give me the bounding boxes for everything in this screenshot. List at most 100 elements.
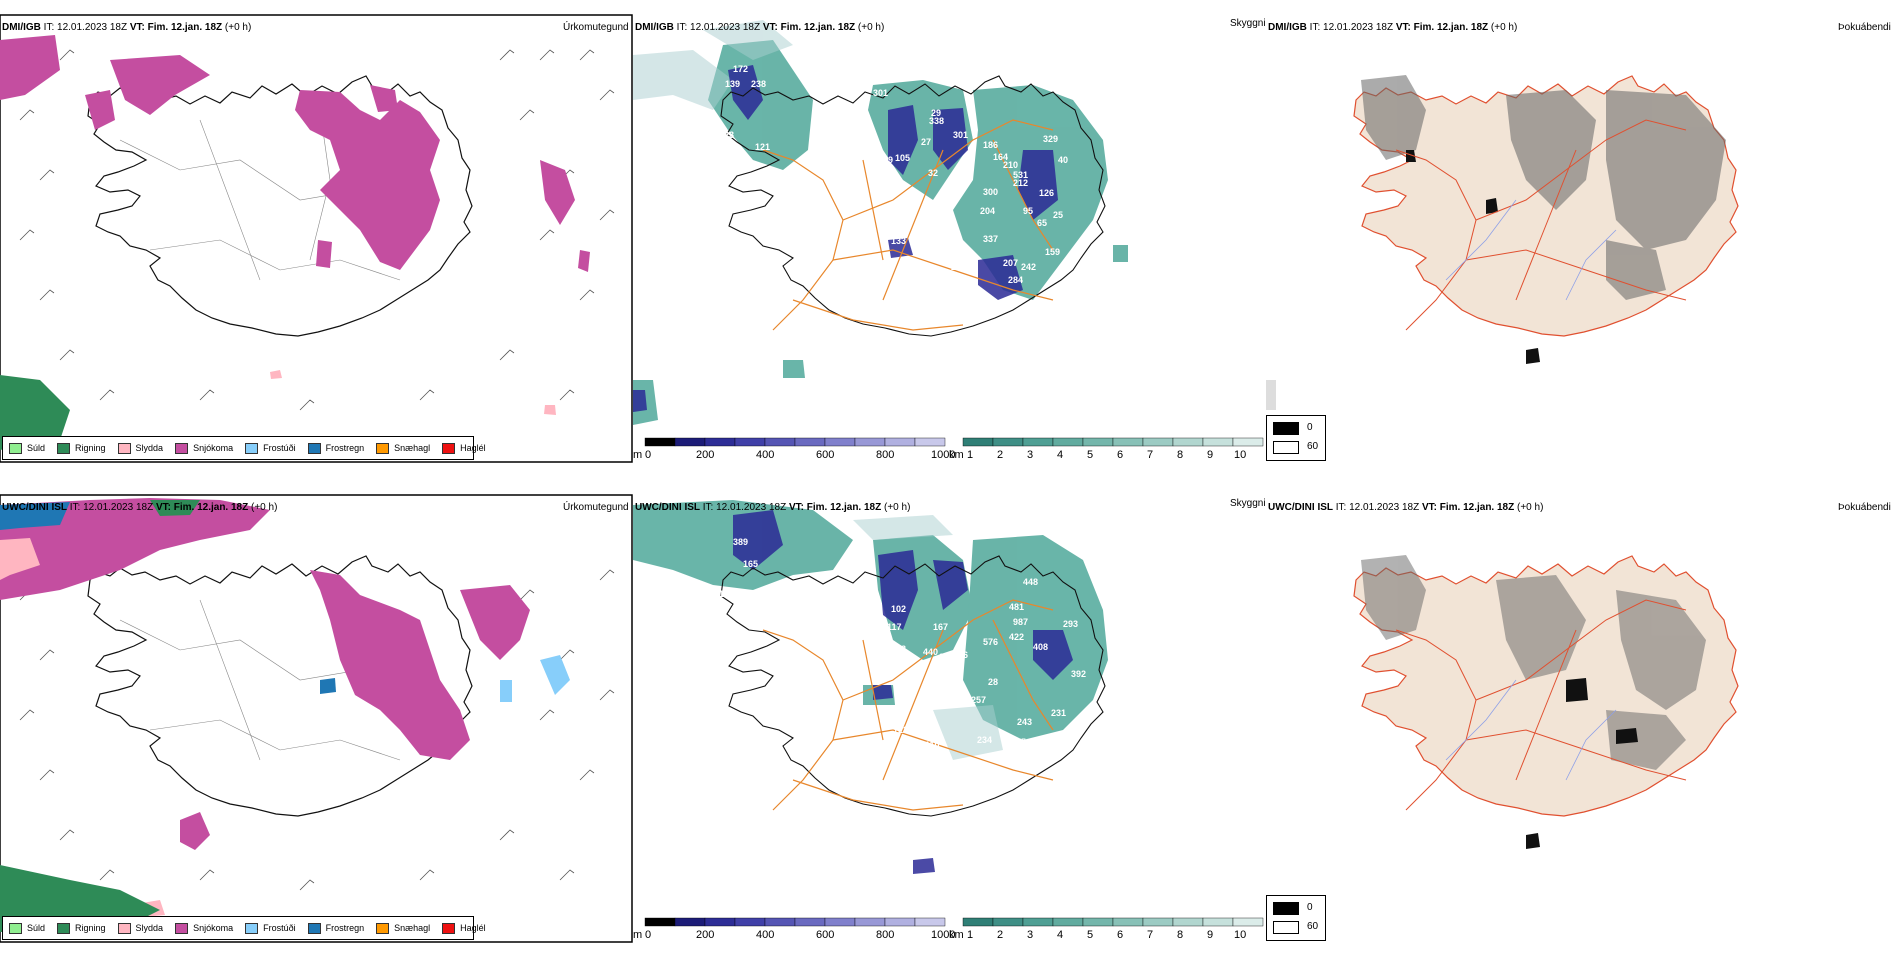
legend-item: Rigning	[57, 442, 106, 454]
visibility-m-tick: 200	[696, 449, 714, 461]
visibility-value-label: 212	[1013, 178, 1028, 188]
legend-item: Frostúði	[245, 922, 296, 934]
legend-swatch	[307, 442, 321, 454]
row-header: DMI/IGB IT: 12.01.2023 18Z VT: Fim. 12.j…	[2, 22, 251, 33]
legend-swatch	[245, 442, 259, 454]
visibility-km-swatch	[1142, 917, 1174, 927]
legend-label: Snjókoma	[193, 923, 234, 933]
fog-gray-areas	[1361, 75, 1726, 300]
freezing-drizzle-dots	[500, 655, 570, 702]
it-label: IT:	[1309, 22, 1321, 33]
legend-swatch	[175, 442, 189, 454]
visibility-m-tick: 1000	[931, 929, 955, 941]
visibility-m-swatch	[674, 917, 706, 927]
fog-map-bottom: UWC/DINI ISL IT: 12.01.2023 18Z VT: Fim.…	[1266, 480, 1899, 955]
visibility-value-label: 481	[1009, 602, 1024, 612]
visibility-value-label: 29	[931, 108, 941, 118]
visibility-m-unit: m	[633, 449, 642, 461]
fog-scale-high: 60	[1307, 921, 1319, 932]
it-label: IT:	[1335, 502, 1347, 513]
visibility-km-tick: 2	[997, 449, 1003, 461]
visibility-km-tick: 1	[967, 929, 973, 941]
visibility-km-swatch	[1052, 917, 1084, 927]
model-name: UWC/DINI ISL	[1268, 502, 1333, 513]
visibility-value-label: 987	[1013, 617, 1028, 627]
legend-label: Rigning	[75, 443, 106, 453]
visibility-km-swatch	[1082, 437, 1114, 447]
legend-swatch	[9, 922, 22, 934]
visibility-km-tick: 6	[1117, 449, 1123, 461]
model-name: UWC/DINI ISL	[635, 502, 700, 513]
legend-label: Súld	[27, 923, 46, 933]
rain-areas	[0, 375, 70, 450]
visibility-value-label: 165	[743, 559, 758, 569]
visibility-value-label: 109	[878, 155, 893, 165]
visibility-km-unit: km	[949, 929, 964, 941]
visibility-value-label: 234	[977, 735, 992, 745]
fog-rivers	[1445, 199, 1617, 301]
legend-label: Snjókoma	[193, 443, 234, 453]
visibility-value-label: 305	[983, 332, 998, 342]
it-label: IT:	[69, 502, 81, 513]
legend-swatch	[9, 442, 22, 454]
legend-label: Frostregn	[325, 443, 365, 453]
legend-item: Snæhagl	[376, 922, 430, 934]
visibility-km-swatch	[1172, 917, 1204, 927]
legend-swatch	[57, 442, 71, 454]
vt-value: Fim. 12.jan. 18Z	[780, 22, 856, 33]
visibility-value-label: 186	[983, 140, 998, 150]
visibility-value-label: 448	[1023, 577, 1038, 587]
visibility-value-label: 121	[755, 142, 770, 152]
vt-value: Fim. 12.jan. 18Z	[806, 502, 882, 513]
legend-swatch	[57, 922, 71, 934]
visibility-value-label: 175	[1011, 737, 1026, 747]
vt-value: Fim. 12.jan. 18Z	[1413, 22, 1489, 33]
visibility-value-label: 164	[993, 152, 1008, 162]
visibility-value-labels: 389 165 114 102 117 167 133 448 481 987 422 576 296 4…	[719, 537, 1086, 877]
visibility-value-label: 257	[971, 695, 986, 705]
legend-label: Haglél	[460, 443, 486, 453]
legend-label: Slydda	[135, 923, 164, 933]
it-label: IT:	[702, 502, 714, 513]
visibility-m-swatch	[704, 917, 736, 927]
fog-scale-white-swatch	[1273, 921, 1299, 934]
visibility-m-tick: 1000	[931, 449, 955, 461]
visibility-value-label: 28	[988, 677, 998, 687]
visibility-value-label: 293	[1063, 619, 1078, 629]
legend-swatch	[376, 922, 390, 934]
legend-label: Slydda	[135, 443, 164, 453]
visibility-m-swatch	[764, 437, 796, 447]
visibility-value-label: 210	[1003, 160, 1018, 170]
visibility-m-swatch	[824, 437, 856, 447]
visibility-km-tick: 10	[1234, 449, 1246, 461]
vt-label: VT:	[788, 502, 804, 513]
row-header: UWC/DINI ISL IT: 12.01.2023 18Z VT: Fim.…	[2, 502, 277, 513]
legend-swatch	[307, 922, 321, 934]
forecast-offset: (+0 h)	[224, 22, 252, 33]
visibility-value-labels: 172 139 238 284 301 123 121 109 105 338 301 186 164 3…	[719, 64, 1068, 422]
fog-map-canvas	[1353, 555, 1739, 849]
visibility-m-swatch	[884, 917, 916, 927]
vt-label: VT:	[1421, 502, 1437, 513]
fog-scale-black-swatch	[1273, 422, 1299, 435]
legend-swatch	[245, 922, 259, 934]
legend-item: Súld	[9, 922, 46, 934]
visibility-value-label: 242	[1021, 262, 1036, 272]
visibility-colorbar: m 0 200 400 600 800 1000 km 1 2 3 4 5 6 7 8 9 10	[633, 436, 1266, 466]
visibility-km-swatch	[992, 917, 1024, 927]
legend-label: Rigning	[75, 923, 106, 933]
rain-areas	[0, 500, 200, 932]
visibility-km-tick: 1	[967, 449, 973, 461]
visibility-m-tick: 200	[696, 929, 714, 941]
panel-title-precip-type: Úrkomutegund	[563, 22, 629, 33]
it-value: 12.01.2023 18Z	[716, 502, 787, 513]
visibility-m-swatch	[704, 437, 736, 447]
visibility-value-label: 219	[951, 262, 966, 272]
visibility-value-label: 139	[725, 79, 740, 89]
visibility-map-bottom: 389 165 114 102 117 167 133 448 481 987 422 576 296 4…	[633, 480, 1266, 955]
legend-swatch	[376, 442, 390, 454]
visibility-m-swatch	[794, 917, 826, 927]
visibility-value-label: 110	[925, 740, 940, 750]
precip-legend: Súld Rigning Slydda Snjókoma Frostúði Frostre…	[2, 436, 486, 460]
visibility-value-label: 204	[980, 206, 995, 216]
